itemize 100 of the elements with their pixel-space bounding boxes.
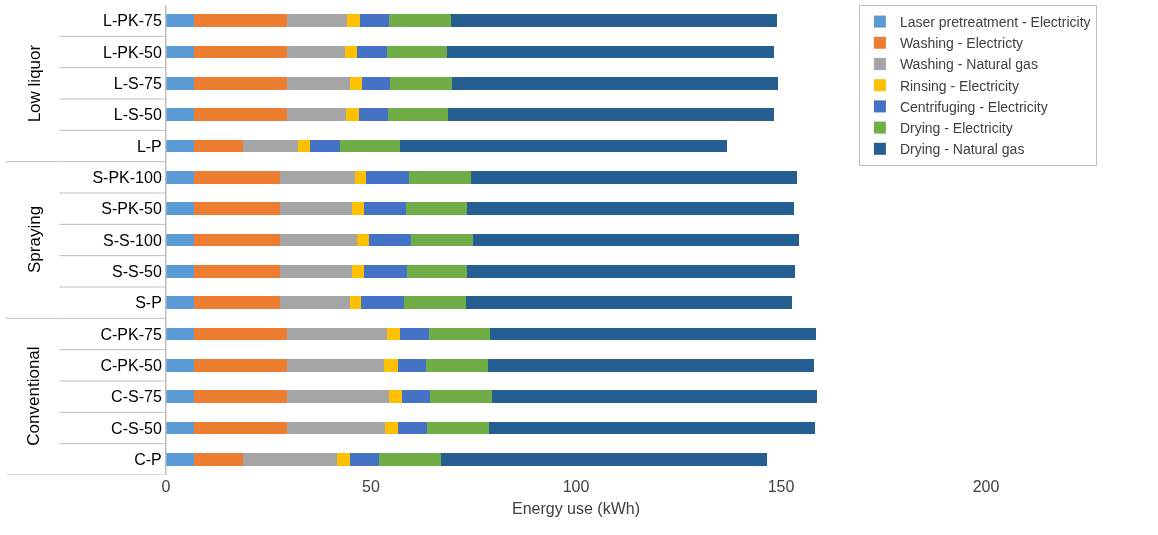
bar [193,453,244,466]
y-tick-label: S-S-50 [112,262,162,280]
bar [166,421,194,435]
bar [166,171,194,184]
bar [166,108,194,121]
bar [297,139,311,153]
x-tick-label: 100 [562,478,590,495]
bar [310,139,340,153]
bar [346,14,360,27]
bar [359,14,390,27]
y-tick-label: S-P [135,294,162,312]
bar [286,45,345,59]
bar [193,327,287,341]
bar [401,390,431,403]
bar [467,265,795,278]
bar [336,453,350,466]
bar [349,453,379,466]
bar [398,421,428,435]
bar [471,171,798,184]
bar [166,327,194,341]
bar [166,45,194,59]
bar [400,139,728,153]
bar [166,14,194,27]
bar [488,359,814,372]
bar [193,265,280,278]
x-axis-title: Energy use (kWh) [511,499,641,517]
bar [279,265,353,278]
bar [384,359,399,372]
bar [166,390,194,403]
bar [193,233,280,247]
bar [243,453,337,466]
y-tick-label: S-S-100 [103,231,162,249]
bar [363,202,406,215]
bar [193,359,287,372]
bar [447,45,775,59]
bar [166,233,194,247]
bar [193,108,287,121]
bar [467,202,794,215]
x-tick-label: 200 [972,478,1000,495]
bar [193,421,287,435]
bar [386,327,401,341]
bar [410,233,473,247]
bar [279,233,358,247]
text: Low liquor [24,44,44,123]
bar [339,139,401,153]
bar [427,421,490,435]
bar [279,202,353,215]
bar [368,233,411,247]
y-tick-label: L-S-50 [113,106,162,124]
bar [286,14,347,27]
y-tick-label: S-PK-50 [101,200,162,218]
bar [357,45,387,59]
bar [352,265,364,278]
bar [361,296,405,309]
y-tick-label: C-S-50 [111,419,162,437]
bar [400,327,429,341]
bar [286,421,386,435]
bar [466,296,793,309]
bar [409,171,472,184]
text: Conventional [24,346,44,446]
bar [193,390,287,403]
bar [193,296,280,309]
y-tick-label: L-S-75 [113,74,162,92]
bar [193,202,280,215]
bar [355,171,367,184]
bar [389,77,453,90]
legend-label: Washing - Natural gas [899,56,1038,73]
bar [489,421,816,435]
bar [386,45,448,59]
y-tick-label: C-PK-75 [100,325,162,343]
bar [166,453,194,466]
bar [450,14,777,27]
bar [193,171,280,184]
bar [452,77,779,90]
bar [428,327,491,341]
legend-label: Centrifuging - Electricity [899,98,1048,115]
y-tick-label: C-PK-50 [100,356,162,374]
legend-label: Drying - Electricity [899,120,1013,137]
bar [385,421,399,435]
bar [286,327,387,341]
bar [425,359,489,372]
bar [363,265,408,278]
bar [387,108,449,121]
x-tick-label: 0 [161,478,171,495]
bar [349,296,362,309]
bar [389,390,402,403]
legend-label: Rinsing - Electricity [899,77,1019,94]
bar [166,77,194,90]
y-tick-label: L-P [136,137,162,155]
bar [344,45,358,59]
bar [472,233,799,247]
bar [279,171,356,184]
bar [243,139,298,153]
bar [448,108,775,121]
bar [193,45,287,59]
bar [366,171,410,184]
y-tick-label: C-S-75 [111,388,162,406]
legend-label: Washing - Electricty [899,35,1024,52]
bar [378,453,442,466]
bar [286,77,350,90]
